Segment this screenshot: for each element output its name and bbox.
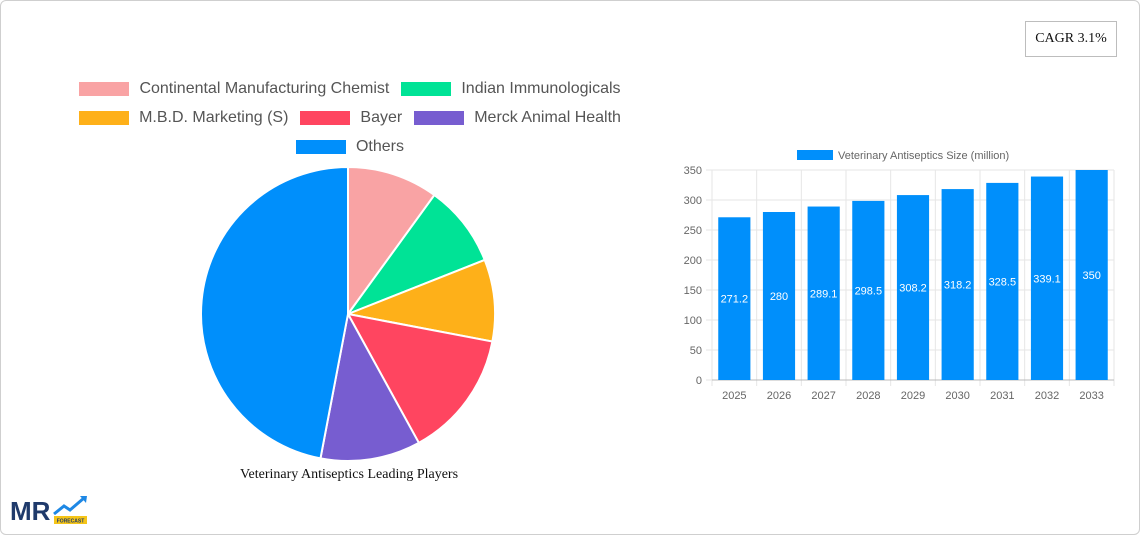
legend-item-bayer[interactable]: Bayer <box>300 109 402 127</box>
bar-value-label: 271.2 <box>721 294 749 306</box>
legend-label: M.B.D. Marketing (S) <box>139 108 289 126</box>
logo-letters: MR <box>10 496 51 526</box>
bar-2033[interactable] <box>1075 170 1108 380</box>
logo-tag <box>54 516 87 524</box>
bar-legend-swatch <box>797 150 833 160</box>
x-tick-label: 2030 <box>945 390 969 402</box>
bar-value-label: 280 <box>770 291 788 303</box>
bar-2025[interactable] <box>718 217 751 380</box>
legend-item-continental-manufacturing-chemist[interactable]: Continental Manufacturing Chemist <box>79 80 389 98</box>
mr-forecast-logo: MR FORECAST <box>10 496 87 526</box>
y-tick-label: 150 <box>684 285 702 297</box>
legend-label: Indian Immunologicals <box>461 79 621 97</box>
bar-value-label: 298.5 <box>855 285 883 297</box>
pie-legend: Continental Manufacturing Chemist Indian … <box>40 74 660 161</box>
x-tick-label: 2033 <box>1079 390 1103 402</box>
pie-slice-others[interactable] <box>200 165 349 460</box>
bar-2029[interactable] <box>896 195 930 380</box>
logo-subtext: FORECAST <box>57 519 85 525</box>
x-tick-label: 2027 <box>811 390 835 402</box>
legend-swatch <box>414 110 465 125</box>
y-tick-label: 200 <box>684 255 702 267</box>
x-tick-label: 2028 <box>856 390 880 402</box>
legend-swatch <box>401 81 452 96</box>
bar-value-label: 308.2 <box>899 283 927 295</box>
x-tick-label: 2026 <box>767 390 791 402</box>
pie-chart-title: Veterinary Antiseptics Leading Players <box>239 467 459 482</box>
pie-slice-bayer[interactable] <box>346 312 494 445</box>
x-tick-label: 2031 <box>990 390 1014 402</box>
bar-value-label: 328.5 <box>989 276 1017 288</box>
y-tick-label: 50 <box>690 345 702 357</box>
y-tick-label: 0 <box>696 375 702 387</box>
bar-legend[interactable]: Veterinary Antiseptics Size (million) <box>797 150 1009 162</box>
bar-value-label: 289.1 <box>810 288 838 300</box>
pie-slice-continental-manufacturing-chemist[interactable] <box>347 165 436 318</box>
bar-2030[interactable] <box>941 189 974 380</box>
legend-swatch <box>79 81 130 96</box>
legend-swatch <box>295 139 346 154</box>
logo-arrowhead-icon <box>80 496 87 503</box>
legend-swatch <box>300 110 351 125</box>
y-tick-label: 300 <box>684 195 702 207</box>
pie-slice-indian-immunologicals[interactable] <box>345 193 486 317</box>
y-tick-label: 350 <box>684 165 702 177</box>
bar-2027[interactable] <box>807 206 840 380</box>
x-tick-label: 2029 <box>901 390 925 402</box>
bar-legend-label: Veterinary Antiseptics Size (million) <box>838 150 1009 162</box>
legend-label: Others <box>355 137 404 155</box>
bar-chart: Veterinary Antiseptics Size (million) 0 50… <box>684 150 1115 402</box>
pie-slice-m-b-d-marketing-s[interactable] <box>344 258 496 343</box>
bar-value-label: 350 <box>1082 270 1100 282</box>
logo-arrow-icon <box>53 496 85 516</box>
bar-2028[interactable] <box>852 200 885 380</box>
bar-2032[interactable] <box>1030 176 1064 380</box>
y-tick-label: 250 <box>684 225 702 237</box>
legend-item-indian-immunologicals[interactable]: Indian Immunologicals <box>401 79 621 98</box>
x-tick-label: 2025 <box>722 390 746 402</box>
legend-label: Continental Manufacturing Chemist <box>139 79 390 97</box>
x-tick-label: 2032 <box>1035 390 1059 402</box>
bar-value-label: 318.2 <box>944 280 972 292</box>
legend-item-others[interactable]: Others <box>295 137 404 156</box>
legend-swatch <box>79 110 130 125</box>
legend-item-m-b-d-marketing-s[interactable]: M.B.D. Marketing (S) <box>79 109 288 127</box>
pie-chart <box>200 165 496 462</box>
bar-2031[interactable] <box>986 182 1019 380</box>
cagr-badge: CAGR 3.1% <box>1025 21 1117 57</box>
legend-label: Merck Animal Health <box>474 108 621 126</box>
legend-item-merck-animal-health[interactable]: Merck Animal Health <box>414 109 621 127</box>
bar-2026[interactable] <box>762 212 796 380</box>
y-tick-label: 100 <box>684 315 702 327</box>
legend-label: Bayer <box>360 108 403 126</box>
pie-slice-merck-animal-health[interactable] <box>319 311 421 462</box>
bar-value-label: 339.1 <box>1033 273 1061 285</box>
